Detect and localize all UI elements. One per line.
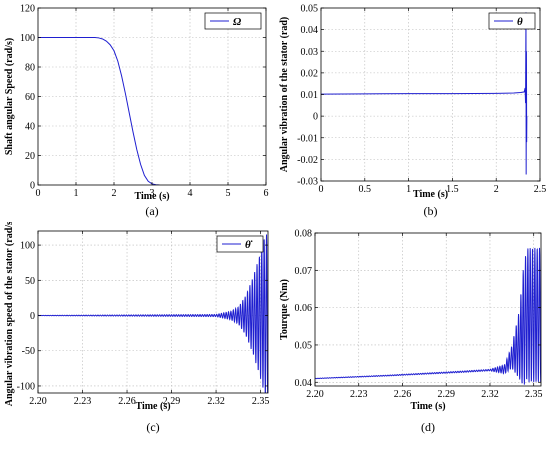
chart-b: 0 0.5 1 1.5 2 2.5 -0.03 -0.02 -0.01 0 0.01 0.02 0.03…	[279, 4, 547, 219]
legend-label: θ	[517, 16, 523, 28]
x-tick-label: 2.20	[29, 396, 47, 407]
y-tick-label: 120	[20, 4, 35, 15]
x-tick-label: 0	[36, 188, 41, 199]
x-tick-label: 2.29	[437, 389, 455, 400]
x-tick-label: 1	[406, 184, 411, 195]
panel-caption: (c)	[146, 420, 159, 434]
y-tick-label: 80	[25, 63, 35, 74]
chart-c: 2.20 2.23 2.26 2.29 2.32 2.35 -100 -50 0 50 100 Tim…	[4, 218, 270, 434]
y-tick-label: 20	[25, 151, 35, 162]
series-line-1	[315, 247, 541, 385]
y-axis-label: Tourque (Nm)	[279, 279, 290, 340]
x-axis-label: Time (s)	[135, 401, 170, 412]
plot-frame	[314, 232, 542, 387]
x-axis-label: Time (s)	[134, 191, 169, 202]
y-axis-label: Shaft angular Speed (rad/s)	[4, 38, 15, 155]
legend-box	[204, 12, 262, 30]
legend-label: θ̇	[245, 239, 253, 251]
x-tick-label: 6	[264, 188, 269, 199]
y-tick-label: 0	[30, 181, 35, 192]
x-tick-label: 2.26	[394, 389, 412, 400]
x-tick-label: 0	[319, 184, 324, 195]
panel-caption: (d)	[421, 420, 435, 434]
chart-panel-a: 0 1 2 3 4 5 6 0 20 40 60 80 100 120 Time (s) Shaft angu…	[0, 0, 275, 227]
x-tick-label: 0.5	[359, 184, 372, 195]
y-tick-label: 0.03	[301, 47, 319, 58]
x-tick-label: 2.20	[306, 389, 324, 400]
y-tick-label: -100	[17, 381, 35, 392]
series-line-1	[38, 234, 268, 393]
legend-label: Ω	[233, 16, 242, 28]
y-tick-label: 0.04	[301, 25, 319, 36]
x-tick-label: 2.23	[350, 389, 368, 400]
x-tick-label: 1	[74, 188, 79, 199]
series-line-1	[38, 37, 160, 185]
y-tick-label: 0.04	[295, 378, 313, 389]
x-tick-label: 2	[494, 184, 499, 195]
x-tick-label: 2.35	[525, 389, 543, 400]
y-tick-label: 0.01	[301, 90, 319, 101]
x-tick-label: 4	[188, 188, 193, 199]
y-tick-label: 60	[25, 92, 35, 103]
x-axis-label: Time (s)	[410, 401, 445, 412]
y-tick-label: 100	[20, 33, 35, 44]
chart-panel-c: 2.20 2.23 2.26 2.29 2.32 2.35 -100 -50 0 50 100 Tim…	[0, 218, 275, 452]
y-tick-label: 0.05	[295, 340, 313, 351]
x-tick-label: 2.35	[252, 396, 270, 407]
x-tick-label: 2.5	[534, 184, 547, 195]
y-tick-label: 0.02	[301, 68, 319, 79]
y-tick-label: 40	[25, 122, 35, 133]
x-axis-label: Time (s)	[413, 189, 448, 200]
y-tick-label: -0.01	[297, 133, 318, 144]
x-tick-label: 2.32	[207, 396, 225, 407]
y-tick-label: -0.02	[297, 155, 318, 166]
x-tick-label: 1.5	[446, 184, 459, 195]
y-tick-label: 100	[20, 241, 35, 252]
y-axis-label: Angular vibration of the stator (rad)	[279, 17, 290, 172]
y-tick-label: 0	[30, 311, 35, 322]
y-tick-label: 0.05	[301, 4, 319, 15]
y-tick-label: 0.07	[295, 266, 313, 277]
x-tick-label: 5	[226, 188, 231, 199]
y-tick-label: 0.06	[295, 303, 313, 314]
x-tick-label: 2	[112, 188, 117, 199]
y-tick-label: 50	[25, 276, 35, 287]
x-tick-label: 2.23	[74, 396, 92, 407]
x-tick-label: 2.26	[118, 396, 136, 407]
plot-frame	[37, 230, 269, 394]
y-axis-label: Angular vibration speed of the stator (r…	[4, 222, 15, 406]
y-tick-label: -50	[22, 346, 35, 357]
y-tick-label: 0	[313, 112, 318, 123]
series-line-1	[321, 12, 528, 175]
panel-caption: (a)	[145, 204, 158, 218]
y-tick-label: -0.03	[297, 177, 318, 188]
y-tick-label: 0.08	[295, 229, 313, 240]
chart-panel-d: 2.20 2.23 2.26 2.29 2.32 2.35 0.04 0.05 0.06 0.07…	[275, 222, 550, 452]
x-tick-label: 2.32	[481, 389, 499, 400]
panel-caption: (b)	[424, 204, 438, 218]
chart-panel-b: 0 0.5 1 1.5 2 2.5 -0.03 -0.02 -0.01 0 0.01 0.02 0.03…	[275, 0, 550, 227]
x-tick-label: 2.29	[163, 396, 181, 407]
chart-d: 2.20 2.23 2.26 2.29 2.32 2.35 0.04 0.05 0.06 0.07…	[279, 229, 543, 435]
x-tick-label: 3	[150, 188, 155, 199]
